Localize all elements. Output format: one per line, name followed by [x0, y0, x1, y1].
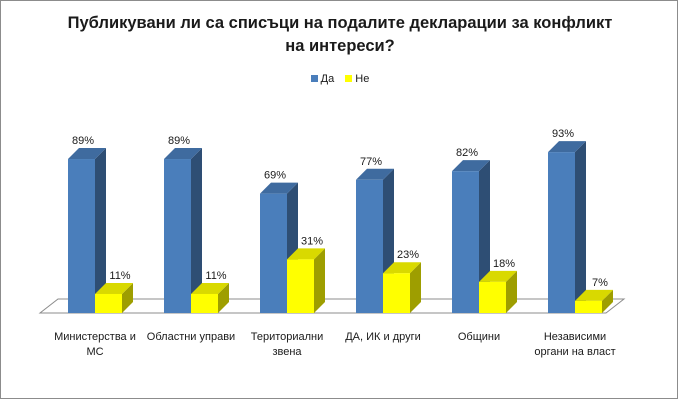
bar-no-4-label: 18%	[493, 258, 515, 270]
bar-no-5	[575, 289, 613, 313]
bar-yes-2-top	[260, 182, 298, 194]
bar-no-0	[95, 282, 133, 313]
bar-yes-4-top	[452, 160, 490, 172]
bar-yes-3-top	[356, 168, 394, 180]
bar-yes-4-front	[452, 171, 479, 313]
bar-no-5-front	[575, 300, 602, 313]
bar-yes-1-top	[164, 148, 202, 160]
bar-yes-0-top	[68, 148, 106, 160]
bar-no-3-side	[410, 262, 421, 313]
legend-entry-yes: Да	[310, 73, 335, 85]
bar-no-1-top	[191, 282, 229, 294]
bar-no-4-side	[506, 270, 517, 313]
bar-no-5-top	[575, 289, 613, 301]
bar-yes-0-side	[95, 148, 106, 313]
bar-no-1-side	[218, 282, 229, 313]
legend-label-no: Не	[355, 73, 370, 85]
bar-yes-5	[548, 141, 586, 313]
bar-yes-0	[68, 148, 106, 313]
bar-yes-2-label: 69%	[264, 170, 286, 182]
legend-entry-no: Не	[345, 73, 369, 85]
category-label-4: Общини	[457, 331, 501, 343]
legend-swatch-no	[345, 75, 353, 82]
bar-no-1-label: 11%	[205, 270, 226, 282]
bar-yes-1	[164, 148, 202, 313]
bar-no-4-top	[479, 270, 517, 282]
bar-yes-3-label: 77%	[360, 156, 382, 168]
bar-yes-4-label: 82%	[456, 147, 478, 159]
legend-swatch-yes	[310, 75, 318, 82]
category-label-1: Областни управи	[146, 331, 236, 343]
chart-title-line-2: на интереси?	[285, 37, 395, 55]
bar-no-0-label: 11%	[109, 270, 130, 282]
bar-no-2-side	[314, 248, 325, 313]
bar-no-0-top	[95, 282, 133, 294]
bar-no-1-front	[191, 293, 218, 313]
bar-no-4-front	[479, 281, 506, 313]
bar-no-4	[479, 270, 517, 313]
bar-yes-5-label: 93%	[552, 128, 574, 140]
category-label-2: Териториални звена	[250, 331, 324, 358]
bar-no-5-label: 7%	[592, 277, 608, 289]
bar-no-0-front	[95, 293, 122, 313]
bar-yes-2-front	[260, 193, 287, 313]
legend-label-yes: Да	[320, 73, 335, 85]
bar-yes-0-label: 89%	[72, 135, 94, 147]
category-label-0: Министерства и МС	[54, 331, 136, 358]
bar-yes-5-front	[548, 152, 575, 313]
bar-yes-5-top	[548, 141, 586, 153]
bar-no-1	[191, 282, 229, 313]
bar-yes-5-side	[575, 141, 586, 313]
bar-no-2-top	[287, 248, 325, 260]
bar-no-2-label: 31%	[301, 235, 323, 247]
chart-title: Публикувани ли са списъци на подалите де…	[0, 12, 680, 58]
bar-no-3-front	[383, 273, 410, 313]
bar-no-3-label: 23%	[397, 249, 419, 261]
bar-no-2	[287, 248, 325, 313]
bar-yes-2	[260, 182, 298, 313]
legend: Да Не	[0, 73, 680, 85]
bar-no-3	[383, 262, 421, 313]
category-label-5: Независими органи на власт	[534, 331, 616, 358]
bar-no-3-top	[383, 262, 421, 274]
category-label-3: ДА, ИК и други	[345, 331, 421, 343]
bar-yes-0-front	[68, 159, 95, 313]
bar-yes-3-front	[356, 179, 383, 313]
bar-yes-1-label: 89%	[168, 135, 190, 147]
bar-no-2-front	[287, 259, 314, 313]
chart-title-line-1: Публикувани ли са списъци на подалите де…	[67, 14, 613, 32]
bar-yes-1-front	[164, 159, 191, 313]
bar-no-5-side	[602, 289, 613, 313]
bar-yes-4	[452, 160, 490, 313]
bar-yes-1-side	[191, 148, 202, 313]
bar-no-0-side	[122, 282, 133, 313]
